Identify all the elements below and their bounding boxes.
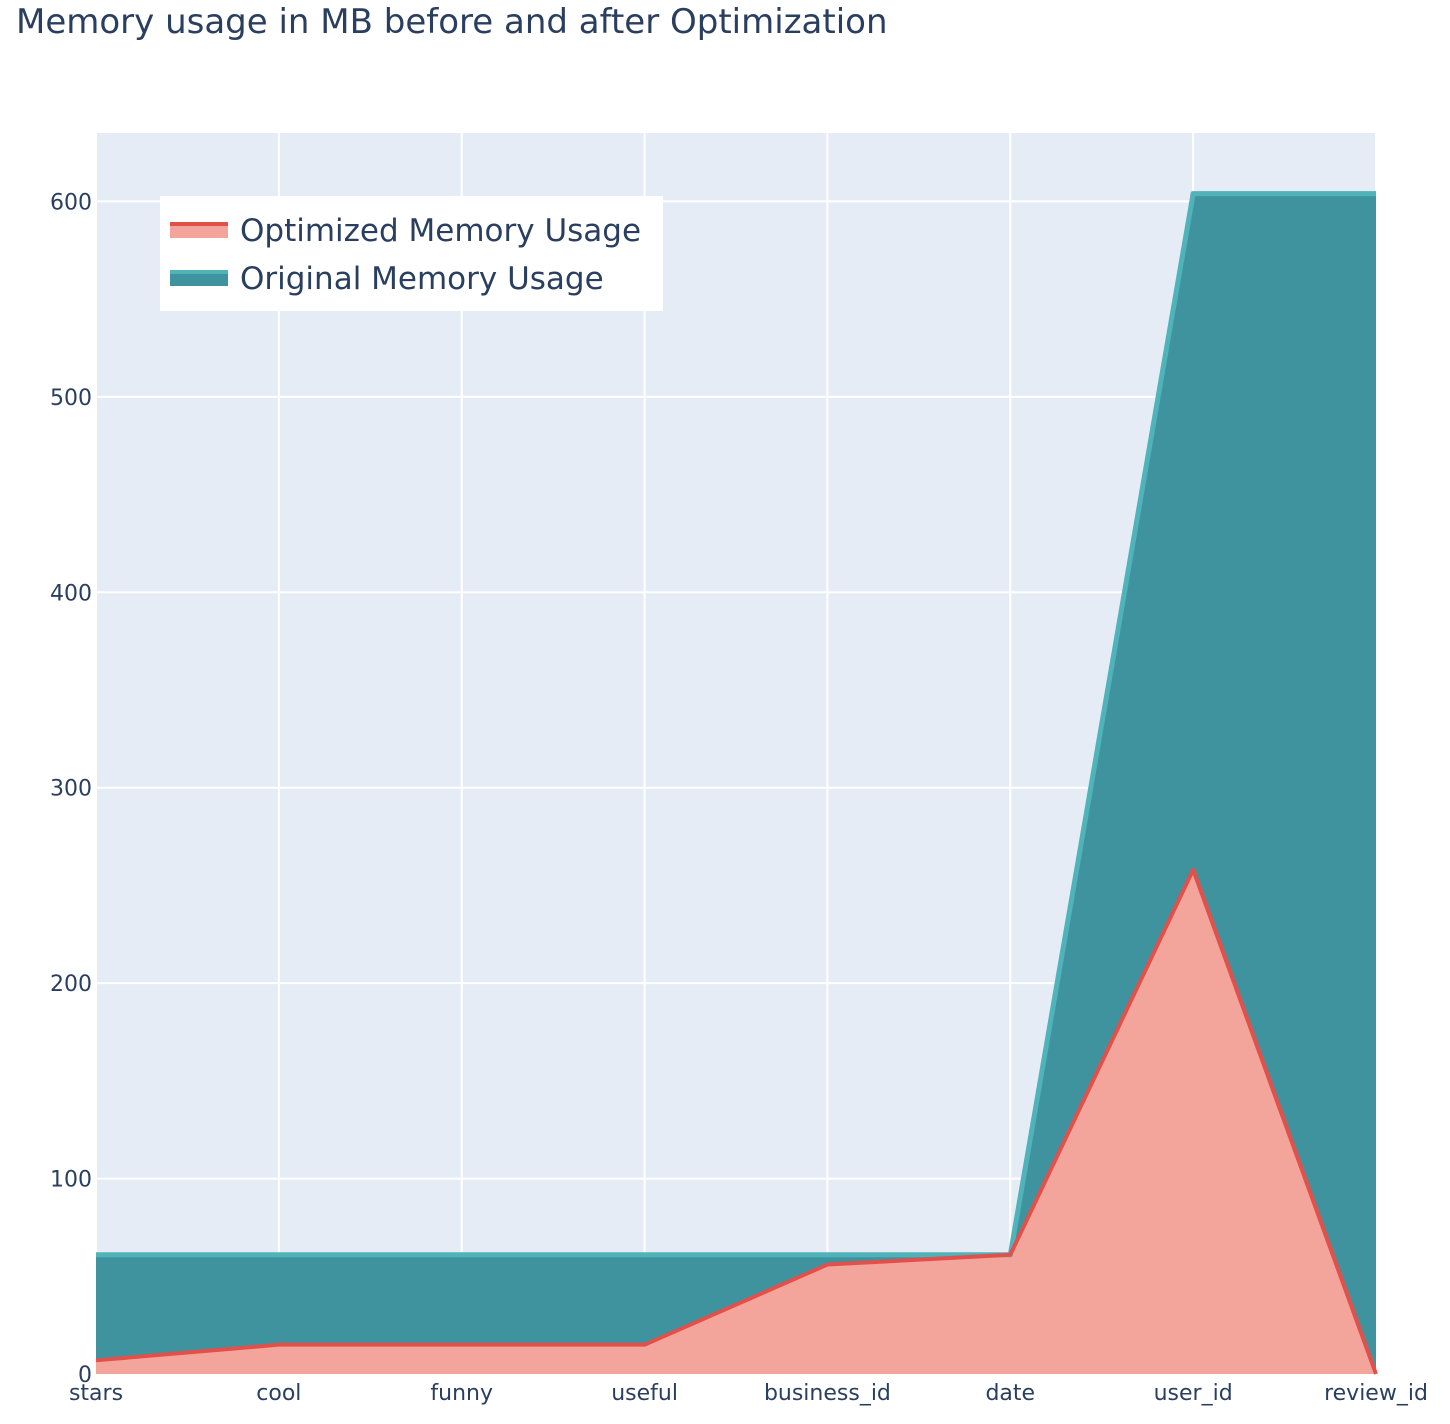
x-tick-label-stars: stars	[69, 1381, 123, 1406]
line-original-memory	[96, 191, 1376, 1258]
legend-background	[160, 196, 663, 311]
x-tick-label-business_id: business_id	[764, 1381, 891, 1406]
legend-item-optimized[interactable]: Optimized Memory Usage	[170, 213, 641, 249]
y-tick-label-300: 300	[50, 777, 92, 802]
area-optimized-memory	[96, 869, 1376, 1374]
legend-label-optimized: Optimized Memory Usage	[240, 213, 641, 249]
legend-item-original[interactable]: Original Memory Usage	[170, 261, 604, 297]
y-tick-label-200: 200	[50, 972, 92, 997]
x-tick-label-funny: funny	[430, 1381, 493, 1406]
series-lines	[95, 191, 1378, 1375]
x-tick-label-date: date	[985, 1381, 1035, 1406]
legend[interactable]: Optimized Memory Usage Original Memory U…	[160, 196, 663, 311]
x-tick-label-useful: useful	[611, 1381, 678, 1406]
y-tick-label-400: 400	[50, 581, 92, 606]
legend-label-original: Original Memory Usage	[240, 261, 604, 297]
legend-swatch-original	[170, 272, 228, 286]
x-tick-label-cool: cool	[256, 1381, 301, 1406]
axis-ticks: stars cool funny useful business_id date user_…	[50, 190, 1428, 1406]
y-tick-label-0: 0	[78, 1363, 92, 1388]
chart-title: Memory usage in MB before and after Opti…	[16, 2, 888, 42]
y-tick-label-500: 500	[50, 386, 92, 411]
area-original-memory	[96, 193, 1376, 1375]
y-tick-label-600: 600	[50, 190, 92, 215]
y-tick-label-100: 100	[50, 1168, 92, 1193]
legend-swatch-optimized	[170, 224, 228, 238]
x-tick-label-user_id: user_id	[1154, 1381, 1233, 1406]
x-tick-label-review_id: review_id	[1324, 1381, 1428, 1406]
line-optimized-memory	[95, 867, 1378, 1375]
series-areas	[96, 193, 1376, 1375]
